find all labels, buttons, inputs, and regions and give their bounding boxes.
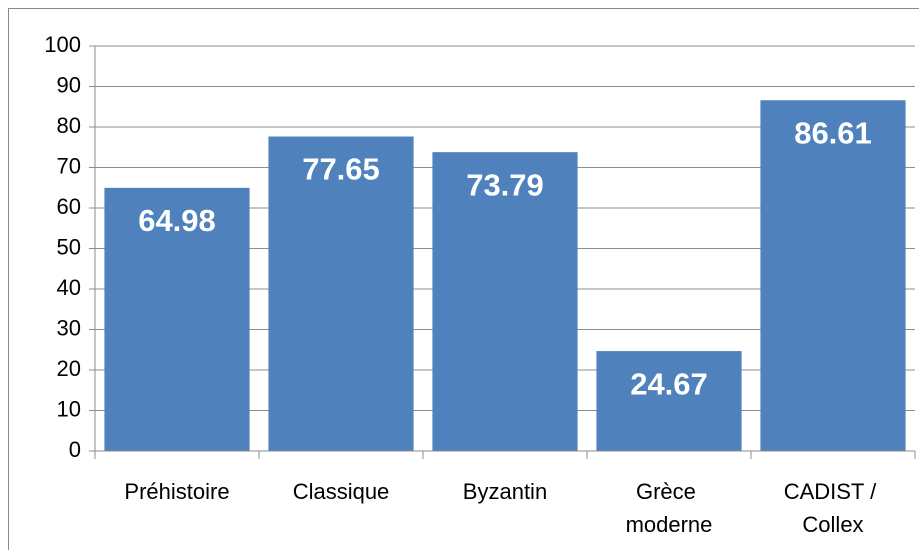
x-tick-label-line: CADIST / [784,479,883,504]
y-tick-label: 40 [57,275,81,300]
y-tick-label: 90 [57,72,81,97]
y-tick-label: 80 [57,113,81,138]
value-label: 86.61 [794,115,872,150]
bar [432,152,578,451]
value-label: 24.67 [630,366,708,401]
x-tick-label-line: Collex [802,512,863,537]
x-tick-label-line: moderne [626,512,713,537]
x-tick-label: Grèce moderne [626,479,713,537]
x-tick-label: Byzantin [463,479,547,504]
x-tick-label: Préhistoire [124,479,229,504]
y-tick-label: 100 [44,32,81,57]
bar [104,187,250,451]
y-tick-label: 70 [57,153,81,178]
x-tick-label: Classique [293,479,390,504]
y-tick-label: 60 [57,194,81,219]
bar [268,136,414,451]
value-label: 73.79 [466,167,544,202]
x-tick-label: CADIST / Collex [784,479,883,537]
y-tick-label: 30 [57,315,81,340]
value-label: 77.65 [302,152,380,187]
bar [596,351,742,451]
y-tick-label: 20 [57,356,81,381]
chart-frame [8,8,919,550]
y-tick-label: 0 [69,437,81,462]
bar [760,100,906,452]
y-tick-label: 10 [57,396,81,421]
x-tick-label-line: Grèce [636,479,702,504]
y-tick-label: 50 [57,234,81,259]
value-label: 64.98 [138,203,216,238]
